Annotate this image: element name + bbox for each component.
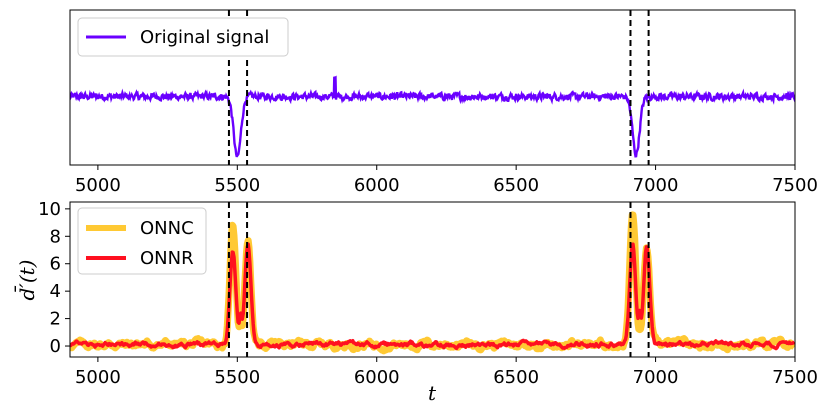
legend-label-original-signal: Original signal (140, 27, 269, 48)
bottom-ytick-label: 0 (50, 336, 61, 357)
top-xticks-group: 5000 5500 6000 6500 7000 7500 (75, 165, 818, 196)
bottom-vlines-group (227, 202, 650, 357)
bottom-yticks-group: 0 2 4 6 8 10 (38, 199, 70, 357)
top-panel: 5000 5500 6000 6500 7000 7500 Original signal (69, 9, 818, 196)
bottom-xtick-label: 7000 (633, 367, 679, 388)
bottom-ylabel: d̄′(t) (14, 260, 39, 301)
top-xtick-label: 6500 (493, 175, 539, 196)
bottom-xlabel: t (428, 381, 437, 405)
bottom-ytick-label: 10 (38, 199, 61, 220)
top-xtick-label: 5000 (75, 175, 121, 196)
bottom-xtick-label: 5500 (214, 367, 260, 388)
top-xtick-label: 7000 (633, 175, 679, 196)
top-xtick-label: 5500 (214, 175, 260, 196)
legend-label-onnc: ONNC (140, 218, 194, 239)
bottom-ytick-label: 2 (50, 309, 61, 330)
bottom-axes-frame (69, 201, 796, 358)
bottom-xtick-label: 7500 (772, 367, 818, 388)
bottom-ytick-label: 4 (50, 281, 61, 302)
bottom-ytick-label: 6 (50, 254, 61, 275)
top-axes-frame (69, 9, 796, 166)
legend-label-onnr: ONNR (140, 248, 194, 269)
series-original-signal (70, 75, 795, 158)
bottom-xtick-label: 6000 (354, 367, 400, 388)
bottom-series-group (70, 211, 795, 355)
bottom-xtick-label: 6500 (493, 367, 539, 388)
bottom-ytick-label: 8 (50, 226, 61, 247)
bottom-panel: 5000 5500 6000 6500 7000 7500 0 2 4 6 8 10 t d̄′(t… (14, 199, 818, 405)
series-onnr (70, 242, 795, 351)
bottom-xticks-group: 5000 5500 6000 6500 7000 7500 (75, 357, 818, 388)
top-xtick-label: 6000 (354, 175, 400, 196)
bottom-xtick-label: 5000 (75, 367, 121, 388)
top-xtick-label: 7500 (772, 175, 818, 196)
top-legend-box (77, 17, 289, 57)
top-legend: Original signal (77, 17, 289, 57)
bottom-legend: ONNC ONNR (77, 207, 207, 275)
top-series-group (70, 75, 795, 158)
